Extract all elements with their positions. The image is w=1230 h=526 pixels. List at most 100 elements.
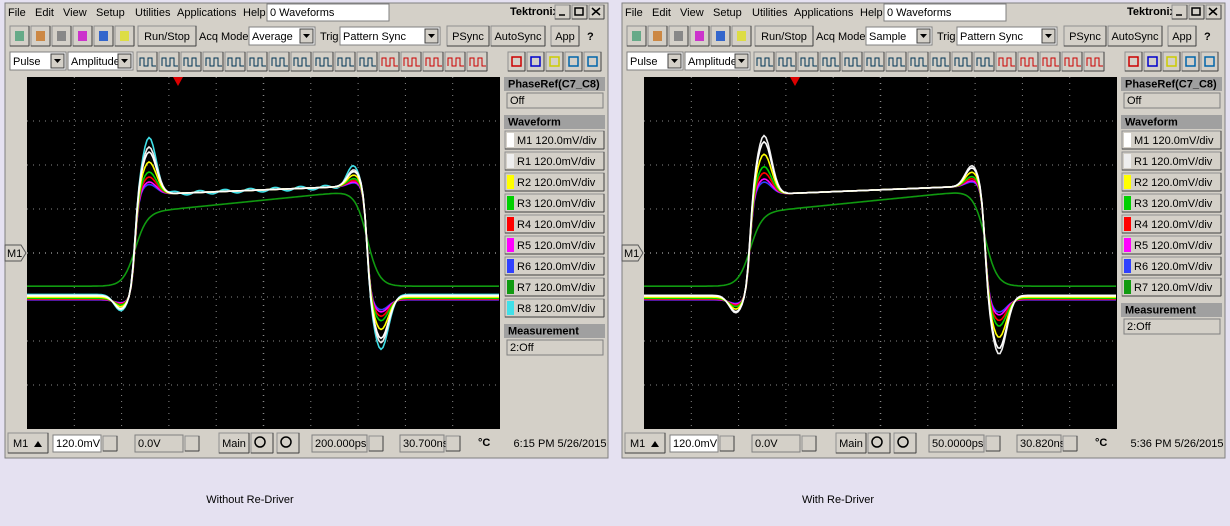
measure-param-combo-value: Amplitude bbox=[71, 56, 120, 68]
acq-mode-combo[interactable] bbox=[248, 26, 316, 46]
status-spin[interactable] bbox=[719, 435, 735, 452]
menu-item: Utilities bbox=[135, 7, 171, 19]
channel-swatch bbox=[507, 133, 514, 147]
zoom-in-button[interactable] bbox=[250, 432, 274, 454]
tool-glyph bbox=[15, 31, 24, 41]
status-spin[interactable] bbox=[368, 435, 384, 452]
channel-swatch bbox=[1124, 280, 1131, 294]
measure-glyph bbox=[910, 57, 927, 67]
measurement-value-box[interactable] bbox=[1123, 318, 1221, 335]
main-button-label: Main bbox=[222, 438, 246, 450]
measurement-header bbox=[1121, 303, 1222, 317]
scope-window: File Edit View Setup Utilities Applications He… bbox=[4, 2, 609, 459]
menu-item: Edit bbox=[652, 7, 671, 19]
status-field-value: 120.0mV bbox=[673, 438, 718, 450]
waveform-count-box bbox=[883, 3, 1007, 22]
view-icon[interactable] bbox=[526, 51, 545, 72]
window-min[interactable] bbox=[1171, 4, 1188, 20]
channel-swatch bbox=[507, 259, 514, 273]
view-icon[interactable] bbox=[564, 51, 583, 72]
run-stop-button-label: Run/Stop bbox=[761, 31, 807, 43]
waveform-trace bbox=[27, 150, 499, 340]
tool-glyph bbox=[99, 31, 108, 41]
app-button-label: App bbox=[555, 31, 575, 43]
channel-label: R4 120.0mV/div bbox=[1134, 219, 1213, 231]
timebase-label: 50.00ps/div bbox=[1058, 415, 1115, 427]
zoom-out-button[interactable] bbox=[893, 432, 917, 454]
channel-label: R1 120.0mV/div bbox=[1134, 156, 1213, 168]
status-spin[interactable] bbox=[102, 435, 118, 452]
status-field-value: 0.0V bbox=[755, 438, 778, 450]
channel-swatch bbox=[507, 196, 514, 210]
measurement-value-box[interactable] bbox=[506, 339, 604, 356]
zoom-out-button[interactable] bbox=[276, 432, 300, 454]
measurement-header-label: Measurement bbox=[1125, 304, 1196, 316]
view-icon[interactable] bbox=[1124, 51, 1143, 72]
trig-combo[interactable] bbox=[956, 26, 1058, 46]
measure-glyph bbox=[425, 57, 442, 67]
main-button-label: Main bbox=[839, 438, 863, 450]
view-icon[interactable] bbox=[1181, 51, 1200, 72]
status-field[interactable] bbox=[311, 434, 368, 453]
waveform-count-box bbox=[266, 3, 390, 22]
view-icon[interactable] bbox=[1143, 51, 1162, 72]
channel-label: R1 120.0mV/div bbox=[517, 156, 596, 168]
waveform-trace bbox=[644, 140, 1116, 349]
measure-glyph bbox=[403, 57, 420, 67]
view-glyph bbox=[1185, 56, 1196, 67]
view-icon[interactable] bbox=[583, 51, 602, 72]
status-field[interactable] bbox=[52, 434, 102, 453]
status-channel-arrow bbox=[34, 441, 42, 447]
channel-label: R3 120.0mV/div bbox=[1134, 198, 1213, 210]
measure-glyph bbox=[227, 57, 244, 67]
marker-tab bbox=[4, 244, 27, 262]
view-icon[interactable] bbox=[545, 51, 564, 72]
status-field[interactable] bbox=[669, 434, 719, 453]
status-field[interactable] bbox=[134, 434, 184, 453]
measure-glyph bbox=[337, 57, 354, 67]
menu-item: Applications bbox=[177, 7, 237, 19]
measure-glyph bbox=[822, 57, 839, 67]
status-field-value: 120.0mV bbox=[56, 438, 101, 450]
measure-type-combo-value: Pulse bbox=[630, 56, 658, 68]
status-spin[interactable] bbox=[1062, 435, 1078, 452]
window-min[interactable] bbox=[554, 4, 571, 20]
view-glyph bbox=[1166, 56, 1177, 67]
measure-glyph bbox=[1042, 57, 1059, 67]
channel-label: R4 120.0mV/div bbox=[517, 219, 596, 231]
phase-ref-value-box[interactable] bbox=[1123, 92, 1221, 109]
view-glyph bbox=[511, 56, 522, 67]
waveform-header-label: Waveform bbox=[1125, 116, 1178, 128]
view-icon[interactable] bbox=[1162, 51, 1181, 72]
channel-swatch bbox=[507, 280, 514, 294]
tool-glyph bbox=[78, 31, 87, 41]
status-spin[interactable] bbox=[801, 435, 817, 452]
measure-glyph bbox=[844, 57, 861, 67]
zoom-in-button[interactable] bbox=[867, 432, 891, 454]
status-field[interactable] bbox=[928, 434, 985, 453]
autosync-button-label: AutoSync bbox=[1111, 31, 1159, 43]
phase-ref-value-box[interactable] bbox=[506, 92, 604, 109]
trig-combo-arrow bbox=[1045, 34, 1052, 38]
waveform-count: 0 Waveforms bbox=[270, 7, 335, 19]
view-icon[interactable] bbox=[1200, 51, 1219, 72]
tool-glyph bbox=[716, 31, 725, 41]
acq-mode-combo[interactable] bbox=[865, 26, 933, 46]
view-icon[interactable] bbox=[507, 51, 526, 72]
status-field[interactable] bbox=[399, 434, 445, 453]
window-close-icon bbox=[591, 7, 601, 16]
trig-combo[interactable] bbox=[339, 26, 441, 46]
status-field[interactable] bbox=[751, 434, 801, 453]
tool-glyph bbox=[695, 31, 704, 41]
status-spin[interactable] bbox=[184, 435, 200, 452]
status-spin[interactable] bbox=[985, 435, 1001, 452]
status-field[interactable] bbox=[1016, 434, 1062, 453]
status-time: 5:36 PM 5/26/2015 bbox=[1131, 438, 1224, 450]
screen-top-label: 600.0mV bbox=[30, 81, 75, 93]
channel-swatch bbox=[1124, 259, 1131, 273]
measure-param-combo[interactable] bbox=[67, 51, 134, 71]
status-spin[interactable] bbox=[445, 435, 461, 452]
menu-item: View bbox=[680, 7, 704, 19]
status-field-value: 0.0V bbox=[138, 438, 161, 450]
measure-param-combo[interactable] bbox=[684, 51, 751, 71]
